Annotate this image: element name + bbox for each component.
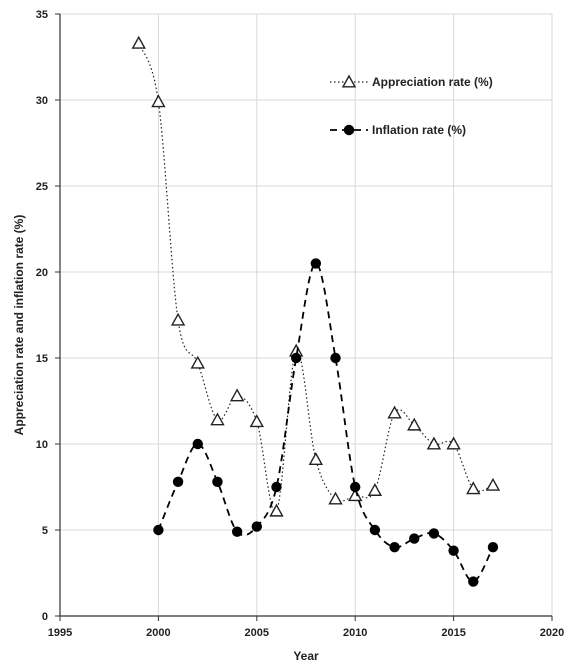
data-point-circle	[271, 481, 282, 493]
data-point-triangle	[151, 94, 166, 108]
data-point-triangle	[367, 482, 383, 496]
data-point-circle	[231, 526, 243, 537]
data-point-circle	[290, 352, 302, 364]
data-point-triangle	[210, 412, 225, 426]
series-line	[138, 43, 494, 513]
y-tick-label: 10	[36, 439, 48, 451]
data-point-triangle	[407, 417, 422, 431]
x-tick-label: 2015	[441, 627, 465, 639]
data-point-triangle	[446, 436, 461, 450]
legend-marker	[343, 124, 355, 136]
data-point-circle	[448, 545, 459, 556]
data-point-triangle	[229, 388, 245, 402]
data-point-circle	[330, 352, 341, 364]
legend-item: Inflation rate (%)	[330, 123, 466, 137]
data-point-circle	[487, 542, 499, 553]
data-point-circle	[310, 258, 322, 269]
legend-marker	[341, 74, 357, 88]
x-tick-label: 2020	[540, 627, 564, 639]
axes	[55, 13, 553, 621]
x-tick-label: 1995	[48, 627, 72, 639]
data-point-triangle	[170, 312, 186, 326]
data-point-triangle	[131, 35, 146, 49]
data-point-triangle	[249, 414, 264, 428]
y-axis-title: Appreciation rate and inflation rate (%)	[12, 215, 26, 436]
legend-item: Appreciation rate (%)	[330, 74, 493, 89]
y-tick-label: 25	[36, 181, 48, 193]
y-tick-label: 30	[36, 95, 48, 107]
data-point-triangle	[387, 405, 402, 419]
legend-label: Appreciation rate (%)	[372, 75, 493, 89]
series-inflation-rate	[153, 258, 499, 587]
x-tick-label: 2010	[343, 627, 367, 639]
data-point-triangle	[348, 488, 363, 502]
data-point-circle	[369, 524, 381, 536]
data-point-circle	[153, 524, 164, 536]
legend-label: Inflation rate (%)	[372, 123, 466, 137]
data-point-circle	[428, 528, 440, 539]
data-point-circle	[172, 476, 184, 488]
y-tick-label: 20	[36, 267, 48, 279]
data-point-circle	[350, 481, 361, 493]
grid	[60, 13, 553, 616]
series-line	[157, 262, 494, 583]
y-tick-label: 5	[42, 525, 48, 537]
data-point-circle	[389, 542, 400, 553]
data-point-triangle	[485, 477, 501, 491]
legend: Appreciation rate (%) Inflation rate (%)	[330, 74, 493, 137]
tick-labels: 1995 2000 2005 2010 2015 2020 0 5 10 15 20 25 30 35	[36, 9, 564, 639]
data-point-triangle	[308, 452, 324, 465]
data-point-triangle	[328, 491, 343, 505]
data-point-circle	[409, 533, 420, 544]
data-point-circle	[212, 476, 223, 488]
series-appreciation-rate	[131, 35, 501, 517]
data-point-circle	[468, 576, 479, 587]
data-point-triangle	[466, 481, 481, 495]
series-layer	[131, 35, 501, 587]
data-point-triangle	[269, 503, 284, 517]
data-point-triangle	[426, 436, 442, 450]
x-tick-label: 2005	[245, 627, 269, 639]
x-axis-title: Year	[293, 649, 319, 663]
data-point-circle	[251, 521, 262, 532]
x-tick-label: 2000	[146, 627, 170, 639]
data-point-triangle	[190, 355, 205, 369]
y-tick-label: 35	[36, 9, 48, 21]
data-point-circle	[192, 438, 203, 450]
y-tick-label: 15	[36, 353, 48, 365]
y-tick-label: 0	[42, 611, 48, 623]
